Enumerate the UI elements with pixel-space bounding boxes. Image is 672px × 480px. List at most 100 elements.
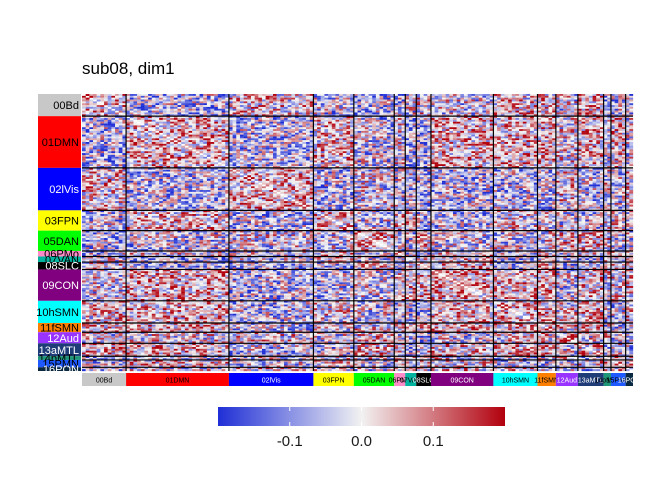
heatmap-cell: [228, 95, 233, 98]
heatmap-cell: [339, 108, 343, 111]
heatmap-cell: [118, 105, 123, 108]
heatmap-cell: [115, 147, 119, 150]
heatmap-cell: [210, 103, 215, 106]
heatmap-cell: [313, 140, 318, 143]
heatmap-cell: [96, 118, 101, 121]
heatmap-cell: [419, 105, 424, 108]
heatmap-cell: [269, 123, 274, 126]
heatmap-cell: [170, 97, 174, 100]
heatmap-cell: [254, 125, 259, 128]
heatmap-cell: [287, 99, 292, 102]
heatmap-cell: [511, 116, 516, 119]
heatmap-cell: [541, 145, 545, 148]
heatmap-cell: [566, 127, 571, 130]
heatmap-cell: [434, 151, 439, 154]
heatmap-cell: [379, 106, 384, 109]
heatmap-cell: [181, 105, 185, 108]
heatmap-cell: [295, 119, 299, 122]
heatmap-cell: [375, 153, 380, 156]
heatmap-cell: [82, 153, 86, 156]
heatmap-cell: [210, 101, 215, 104]
heatmap-cell: [453, 130, 457, 133]
heatmap-cell: [607, 129, 612, 132]
heatmap-cell: [394, 110, 399, 113]
heatmap-cell: [559, 114, 564, 117]
heatmap-cell: [559, 97, 564, 100]
heatmap-cell: [144, 138, 149, 141]
heatmap-cell: [504, 132, 509, 135]
heatmap-cell: [302, 153, 307, 156]
heatmap-cell: [181, 153, 185, 156]
heatmap-cell: [159, 97, 163, 100]
heatmap-cell: [574, 149, 579, 152]
heatmap-cell: [291, 127, 296, 130]
heatmap-cell: [592, 142, 597, 145]
heatmap-cell: [453, 147, 457, 150]
heatmap-cell: [548, 108, 553, 111]
heatmap-cell: [353, 149, 358, 152]
heatmap-cell: [115, 127, 119, 130]
heatmap-cell: [265, 136, 270, 139]
heatmap-cell: [519, 147, 523, 150]
heatmap-cell: [100, 136, 105, 139]
heatmap-cell: [188, 140, 193, 143]
heatmap-cell: [500, 112, 505, 115]
heatmap-cell: [320, 116, 325, 119]
heatmap-cell: [445, 123, 450, 126]
heatmap-cell: [214, 127, 219, 130]
heatmap-cell: [93, 114, 97, 117]
heatmap-cell: [328, 147, 332, 150]
heatmap-cell: [552, 114, 557, 117]
heatmap-cell: [559, 94, 564, 96]
heatmap-cell: [475, 134, 479, 137]
heatmap-cell: [250, 95, 255, 98]
heatmap-cell: [489, 108, 494, 111]
heatmap-cell: [181, 101, 185, 104]
heatmap-cell: [585, 127, 590, 130]
heatmap-cell: [486, 94, 490, 96]
heatmap-cell: [423, 138, 428, 141]
heatmap-cell: [250, 99, 255, 102]
heatmap-cell: [206, 153, 211, 156]
heatmap-cell: [181, 118, 185, 121]
heatmap-cell: [493, 149, 498, 152]
heatmap-cell: [416, 101, 421, 104]
heatmap-cell: [563, 95, 568, 98]
heatmap-cell: [276, 95, 281, 98]
heatmap-cell: [449, 129, 454, 132]
heatmap-cell: [339, 101, 343, 104]
heatmap-cell: [581, 138, 586, 141]
heatmap-cell: [170, 116, 174, 119]
heatmap-cell: [155, 129, 160, 132]
heatmap-cell: [405, 105, 410, 108]
heatmap-cell: [166, 154, 171, 157]
heatmap-cell: [350, 118, 354, 121]
heatmap-cell: [302, 118, 307, 121]
heatmap-cell: [526, 143, 531, 146]
heatmap-cell: [390, 140, 395, 143]
heatmap-cell: [239, 138, 244, 141]
heatmap-cell: [629, 121, 634, 124]
heatmap-cell: [372, 97, 377, 100]
heatmap-cell: [89, 143, 94, 146]
heatmap-cell: [574, 95, 579, 98]
heatmap-cell: [181, 136, 185, 139]
heatmap-cell: [357, 99, 362, 102]
heatmap-cell: [273, 134, 277, 137]
heatmap-cell: [280, 101, 285, 104]
heatmap-cell: [309, 116, 314, 119]
heatmap-cell: [82, 147, 86, 150]
heatmap-cell: [335, 101, 340, 104]
heatmap-cell: [214, 145, 219, 148]
heatmap-cell: [339, 149, 343, 152]
heatmap-cell: [328, 95, 332, 98]
heatmap-cell: [309, 106, 314, 109]
heatmap-cell: [574, 134, 579, 137]
heatmap-cell: [148, 130, 152, 133]
heatmap-cell: [353, 114, 358, 117]
heatmap-cell: [537, 127, 542, 130]
heatmap-cell: [346, 119, 351, 122]
heatmap-cell: [155, 95, 160, 98]
heatmap-cell: [199, 138, 204, 141]
heatmap-cell: [629, 99, 634, 102]
